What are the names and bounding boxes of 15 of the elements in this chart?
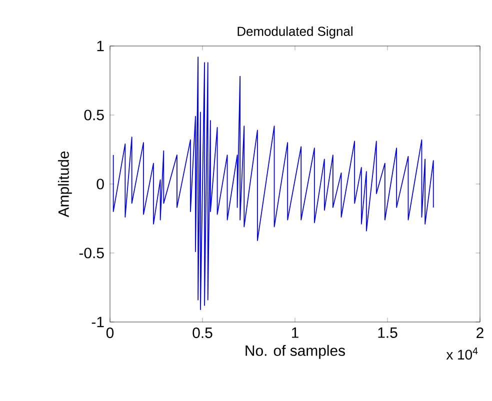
line-series	[112, 56, 434, 310]
x-tick-label: 1.5	[378, 328, 398, 338]
x-axis-title: No. of samples	[246, 344, 345, 359]
x-tick-label: 0	[106, 328, 114, 338]
y-axis-title: Amplitude	[58, 151, 72, 218]
y-tick-label: 1	[97, 40, 104, 52]
x-tick-label: 0.5	[192, 328, 212, 338]
y-tick-label: 0.5	[84, 110, 104, 120]
y-tick-label: -0.5	[79, 248, 104, 258]
y-tick-label: -1	[92, 316, 104, 328]
chart-title: Demodulated Signal	[238, 26, 352, 38]
y-tick-label: 0	[96, 178, 104, 190]
text: x 10$^{4}$	[446, 348, 478, 360]
x-tick-label: 1	[292, 328, 298, 338]
x-tick-label: 2	[476, 328, 484, 338]
